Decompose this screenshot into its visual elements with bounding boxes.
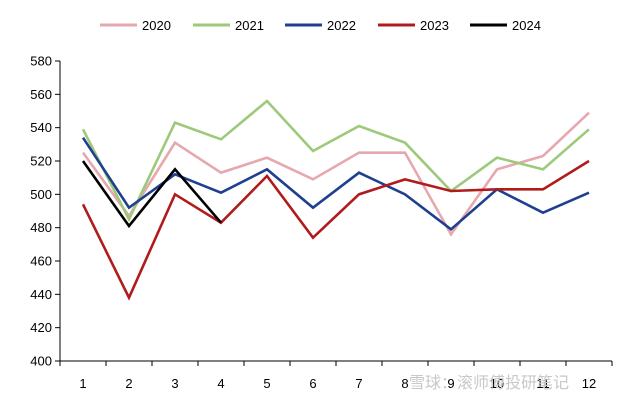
legend-label-2021: 2021 bbox=[235, 18, 264, 33]
series-line-2023 bbox=[81, 159, 590, 301]
x-tick-label: 9 bbox=[447, 376, 454, 391]
plot-area bbox=[81, 99, 590, 301]
y-tick-label: 400 bbox=[30, 354, 52, 369]
x-tick-label: 7 bbox=[355, 376, 362, 391]
series-line-2021 bbox=[81, 99, 590, 223]
series-line-2024 bbox=[81, 160, 222, 229]
y-tick-label: 520 bbox=[30, 154, 52, 169]
y-tick-label: 560 bbox=[30, 87, 52, 102]
legend: 2020 2021 2022 2023 2024 bbox=[100, 18, 541, 33]
x-axis: 1 2 3 4 5 6 7 8 9 10 11 12 bbox=[59, 360, 613, 391]
legend-label-2022: 2022 bbox=[327, 18, 356, 33]
y-axis: 400 420 440 460 480 500 520 540 560 580 bbox=[30, 54, 61, 369]
legend-label-2024: 2024 bbox=[512, 18, 541, 33]
y-tick-label: 500 bbox=[30, 187, 52, 202]
legend-label-2023: 2023 bbox=[420, 18, 449, 33]
x-tick-label: 6 bbox=[309, 376, 316, 391]
y-tick-label: 580 bbox=[30, 54, 52, 69]
x-tick-label: 5 bbox=[263, 376, 270, 391]
x-tick-label: 11 bbox=[536, 376, 550, 391]
y-tick-label: 440 bbox=[30, 287, 52, 302]
x-tick-label: 2 bbox=[125, 376, 132, 391]
y-tick-label: 460 bbox=[30, 254, 52, 269]
x-tick-label: 4 bbox=[217, 376, 224, 391]
x-tick-label: 10 bbox=[490, 376, 504, 391]
x-tick-label: 1 bbox=[79, 376, 86, 391]
y-tick-label: 540 bbox=[30, 120, 52, 135]
legend-label-2020: 2020 bbox=[142, 18, 171, 33]
y-tick-label: 480 bbox=[30, 220, 52, 235]
series-line-2020 bbox=[81, 111, 590, 237]
x-tick-label: 12 bbox=[582, 376, 596, 391]
x-tick-label: 3 bbox=[171, 376, 178, 391]
y-tick-label: 420 bbox=[30, 320, 52, 335]
watermark-text: 雪球：滚师傅投研笔记 bbox=[409, 373, 569, 392]
x-tick-label: 8 bbox=[401, 376, 408, 391]
